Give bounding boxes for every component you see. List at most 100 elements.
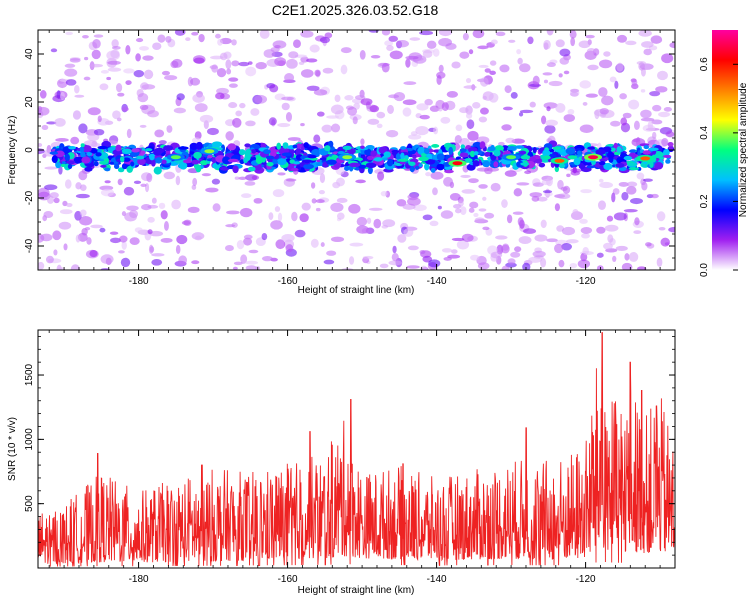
noise-blob: [377, 171, 385, 181]
noise-blob: [468, 207, 475, 213]
snr-series-line: [38, 332, 675, 567]
noise-blob: [178, 255, 188, 265]
noise-blob: [529, 101, 536, 108]
noise-blob: [393, 91, 406, 102]
signal-blob: [493, 161, 499, 168]
noise-blob: [499, 64, 510, 73]
noise-blob: [89, 63, 103, 68]
noise-blob: [386, 45, 394, 51]
noise-blob: [362, 255, 374, 260]
noise-blob: [596, 226, 606, 234]
noise-blob: [461, 189, 476, 194]
signal-blob: [126, 165, 133, 173]
noise-blob: [146, 173, 153, 183]
spectrogram-y-label: Frequency (Hz): [7, 116, 18, 185]
noise-blob: [191, 260, 200, 265]
signal-blob: [68, 146, 76, 150]
noise-blob: [291, 211, 298, 222]
noise-blob: [618, 181, 629, 187]
signal-blob: [161, 159, 167, 165]
noise-blob: [613, 212, 627, 221]
noise-blob: [655, 86, 668, 93]
noise-blob: [255, 62, 267, 70]
noise-blob: [356, 216, 368, 227]
noise-blob: [118, 250, 125, 254]
noise-blob: [349, 256, 355, 265]
noise-blob: [165, 35, 172, 43]
noise-blob: [563, 70, 570, 75]
noise-blob: [140, 82, 149, 91]
noise-blob: [621, 191, 629, 201]
noise-blob: [454, 134, 462, 144]
noise-blob: [121, 106, 129, 112]
signal-blob: [109, 161, 115, 165]
noise-blob: [225, 224, 236, 228]
noise-blob: [274, 206, 281, 212]
noise-blob: [245, 120, 256, 127]
noise-blob: [532, 182, 544, 187]
signal-blob: [423, 147, 430, 155]
noise-blob: [240, 193, 252, 199]
noise-blob: [658, 227, 666, 231]
signal-blob: [399, 161, 406, 165]
noise-blob: [99, 227, 106, 233]
signal-blob: [168, 161, 179, 166]
noise-blob: [90, 143, 101, 147]
noise-blob: [455, 124, 463, 132]
noise-blob: [225, 131, 234, 141]
noise-blob: [611, 192, 616, 203]
signal-blob: [490, 154, 497, 161]
signal-blob: [301, 159, 313, 164]
noise-blob: [640, 117, 655, 122]
noise-blob: [516, 49, 522, 55]
noise-blob: [623, 209, 638, 213]
noise-blob: [561, 243, 572, 251]
spectrogram-panel: -180 -160 -140 -120 -40 -20 0 20 40 Height of s…: [7, 29, 676, 296]
noise-blob: [310, 238, 319, 248]
noise-blob: [441, 102, 449, 111]
noise-blob: [653, 38, 663, 43]
noise-blob: [657, 70, 668, 81]
noise-blob: [376, 111, 386, 119]
signal-blob: [558, 163, 566, 169]
noise-blob: [542, 190, 553, 194]
noise-blob: [79, 215, 93, 226]
noise-blob: [240, 254, 248, 264]
noise-blob: [41, 124, 49, 131]
noise-blob: [285, 111, 293, 122]
signal-blob: [421, 152, 427, 157]
signal-blob: [364, 148, 372, 156]
noise-blob: [546, 30, 554, 36]
signal-blob: [136, 155, 145, 160]
noise-blob: [415, 125, 429, 136]
noise-blob: [225, 59, 232, 70]
noise-blob: [484, 212, 495, 219]
noise-blob: [45, 255, 54, 264]
signal-blob: [507, 145, 517, 151]
snr-y-label: SNR (10 * v/v): [7, 417, 18, 481]
signal-peak: [170, 155, 181, 160]
noise-blob: [563, 114, 576, 122]
noise-blob: [52, 230, 62, 241]
noise-blob: [90, 224, 103, 229]
noise-blob: [216, 68, 227, 78]
snr-peak-marks: [97, 332, 657, 550]
noise-blob: [599, 108, 609, 115]
noise-blob: [570, 37, 576, 47]
signal-blob: [326, 159, 337, 165]
noise-blob: [470, 254, 480, 261]
noise-blob: [403, 81, 417, 86]
noise-blob: [603, 51, 611, 57]
noise-blob: [231, 39, 237, 46]
noise-blob: [516, 182, 530, 186]
spectrogram-x-ticks: -180 -160 -140 -120: [48, 30, 676, 287]
noise-blob: [465, 105, 473, 115]
signal-blob: [266, 162, 274, 167]
snr-y-tick-label: 1500: [24, 363, 35, 386]
noise-blob: [507, 258, 516, 265]
noise-blob: [458, 200, 464, 207]
signal-blob: [417, 146, 426, 155]
noise-blob: [123, 68, 135, 74]
noise-blob: [174, 30, 186, 36]
noise-blob: [225, 244, 234, 252]
